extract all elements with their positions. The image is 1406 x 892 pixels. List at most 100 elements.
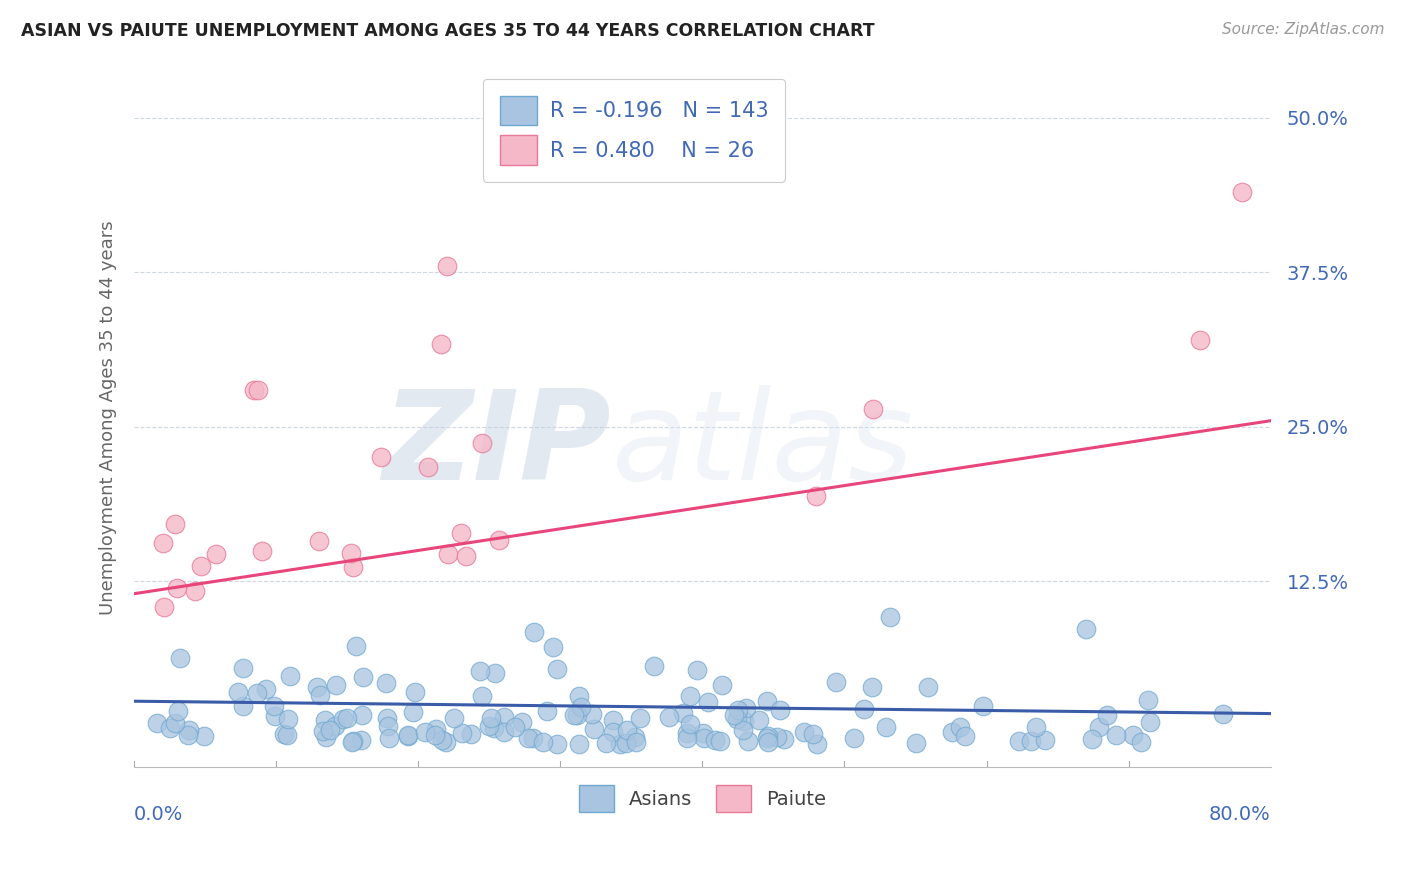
Point <box>254 682 277 697</box>
Text: Source: ZipAtlas.com: Source: ZipAtlas.com <box>1222 22 1385 37</box>
Point <box>374 676 396 690</box>
Point <box>624 734 647 748</box>
Point <box>546 662 568 676</box>
Point <box>323 719 346 733</box>
Point <box>1136 693 1159 707</box>
Point <box>676 726 699 740</box>
Point <box>733 714 755 728</box>
Text: 0.0%: 0.0% <box>134 805 183 824</box>
Point <box>165 716 187 731</box>
Point <box>844 731 866 746</box>
Point <box>643 659 665 673</box>
Point <box>344 639 367 653</box>
Point <box>862 402 884 417</box>
Point <box>436 259 458 273</box>
Text: atlas: atlas <box>612 385 914 506</box>
Point <box>378 731 401 745</box>
Point <box>595 736 617 750</box>
Point <box>167 704 190 718</box>
Point <box>277 712 299 726</box>
Point <box>801 727 824 741</box>
Point <box>430 732 453 747</box>
Point <box>264 708 287 723</box>
Point <box>430 337 453 351</box>
Point <box>396 729 419 743</box>
Point <box>165 517 187 532</box>
Point <box>972 699 994 714</box>
Point <box>454 549 477 564</box>
Point <box>350 707 373 722</box>
Point <box>350 733 373 747</box>
Point <box>875 720 897 734</box>
Point <box>308 533 330 548</box>
Point <box>145 715 167 730</box>
Point <box>342 734 364 748</box>
Point <box>568 690 591 704</box>
Point <box>471 690 494 704</box>
Point <box>756 731 779 745</box>
Point <box>748 714 770 728</box>
Point <box>709 733 731 747</box>
Point <box>616 723 638 737</box>
Point <box>692 726 714 740</box>
Point <box>917 680 939 694</box>
Point <box>710 678 733 692</box>
Point <box>703 732 725 747</box>
Point <box>941 724 963 739</box>
Point <box>769 703 792 717</box>
Point <box>1019 733 1042 747</box>
Point <box>404 685 426 699</box>
Point <box>273 727 295 741</box>
Point <box>676 731 699 745</box>
Point <box>1139 715 1161 730</box>
Y-axis label: Unemployment Among Ages 35 to 44 years: Unemployment Among Ages 35 to 44 years <box>100 220 117 615</box>
Point <box>153 600 176 615</box>
Point <box>1105 728 1128 742</box>
Point <box>755 694 778 708</box>
Point <box>571 699 593 714</box>
Point <box>1008 734 1031 748</box>
Point <box>340 546 363 560</box>
Point <box>1122 728 1144 742</box>
Point <box>806 738 828 752</box>
Point <box>1097 707 1119 722</box>
Point <box>152 535 174 549</box>
Point <box>179 723 201 738</box>
Point <box>443 711 465 725</box>
Point <box>352 670 374 684</box>
Legend: Asians, Paiute: Asians, Paiute <box>571 777 834 820</box>
Point <box>488 533 510 548</box>
Point <box>325 678 347 692</box>
Point <box>565 708 588 723</box>
Point <box>860 680 883 694</box>
Point <box>484 665 506 680</box>
Point <box>402 705 425 719</box>
Point <box>336 711 359 725</box>
Point <box>583 722 606 736</box>
Point <box>735 701 758 715</box>
Point <box>510 714 533 729</box>
Point <box>793 724 815 739</box>
Point <box>263 699 285 714</box>
Point <box>609 737 631 751</box>
Point <box>696 695 718 709</box>
Point <box>492 709 515 723</box>
Text: ASIAN VS PAIUTE UNEMPLOYMENT AMONG AGES 35 TO 44 YEARS CORRELATION CHART: ASIAN VS PAIUTE UNEMPLOYMENT AMONG AGES … <box>21 22 875 40</box>
Point <box>184 584 207 599</box>
Point <box>825 675 848 690</box>
Text: 80.0%: 80.0% <box>1209 805 1271 824</box>
Point <box>503 719 526 733</box>
Point <box>396 729 419 743</box>
Point <box>693 731 716 745</box>
Point <box>949 720 972 734</box>
Point <box>471 436 494 450</box>
Point <box>852 702 875 716</box>
Point <box>232 660 254 674</box>
Point <box>470 665 492 679</box>
Point <box>247 383 270 397</box>
Point <box>1232 185 1254 199</box>
Point <box>166 582 188 596</box>
Point <box>772 731 794 746</box>
Point <box>492 725 515 739</box>
Point <box>342 735 364 749</box>
